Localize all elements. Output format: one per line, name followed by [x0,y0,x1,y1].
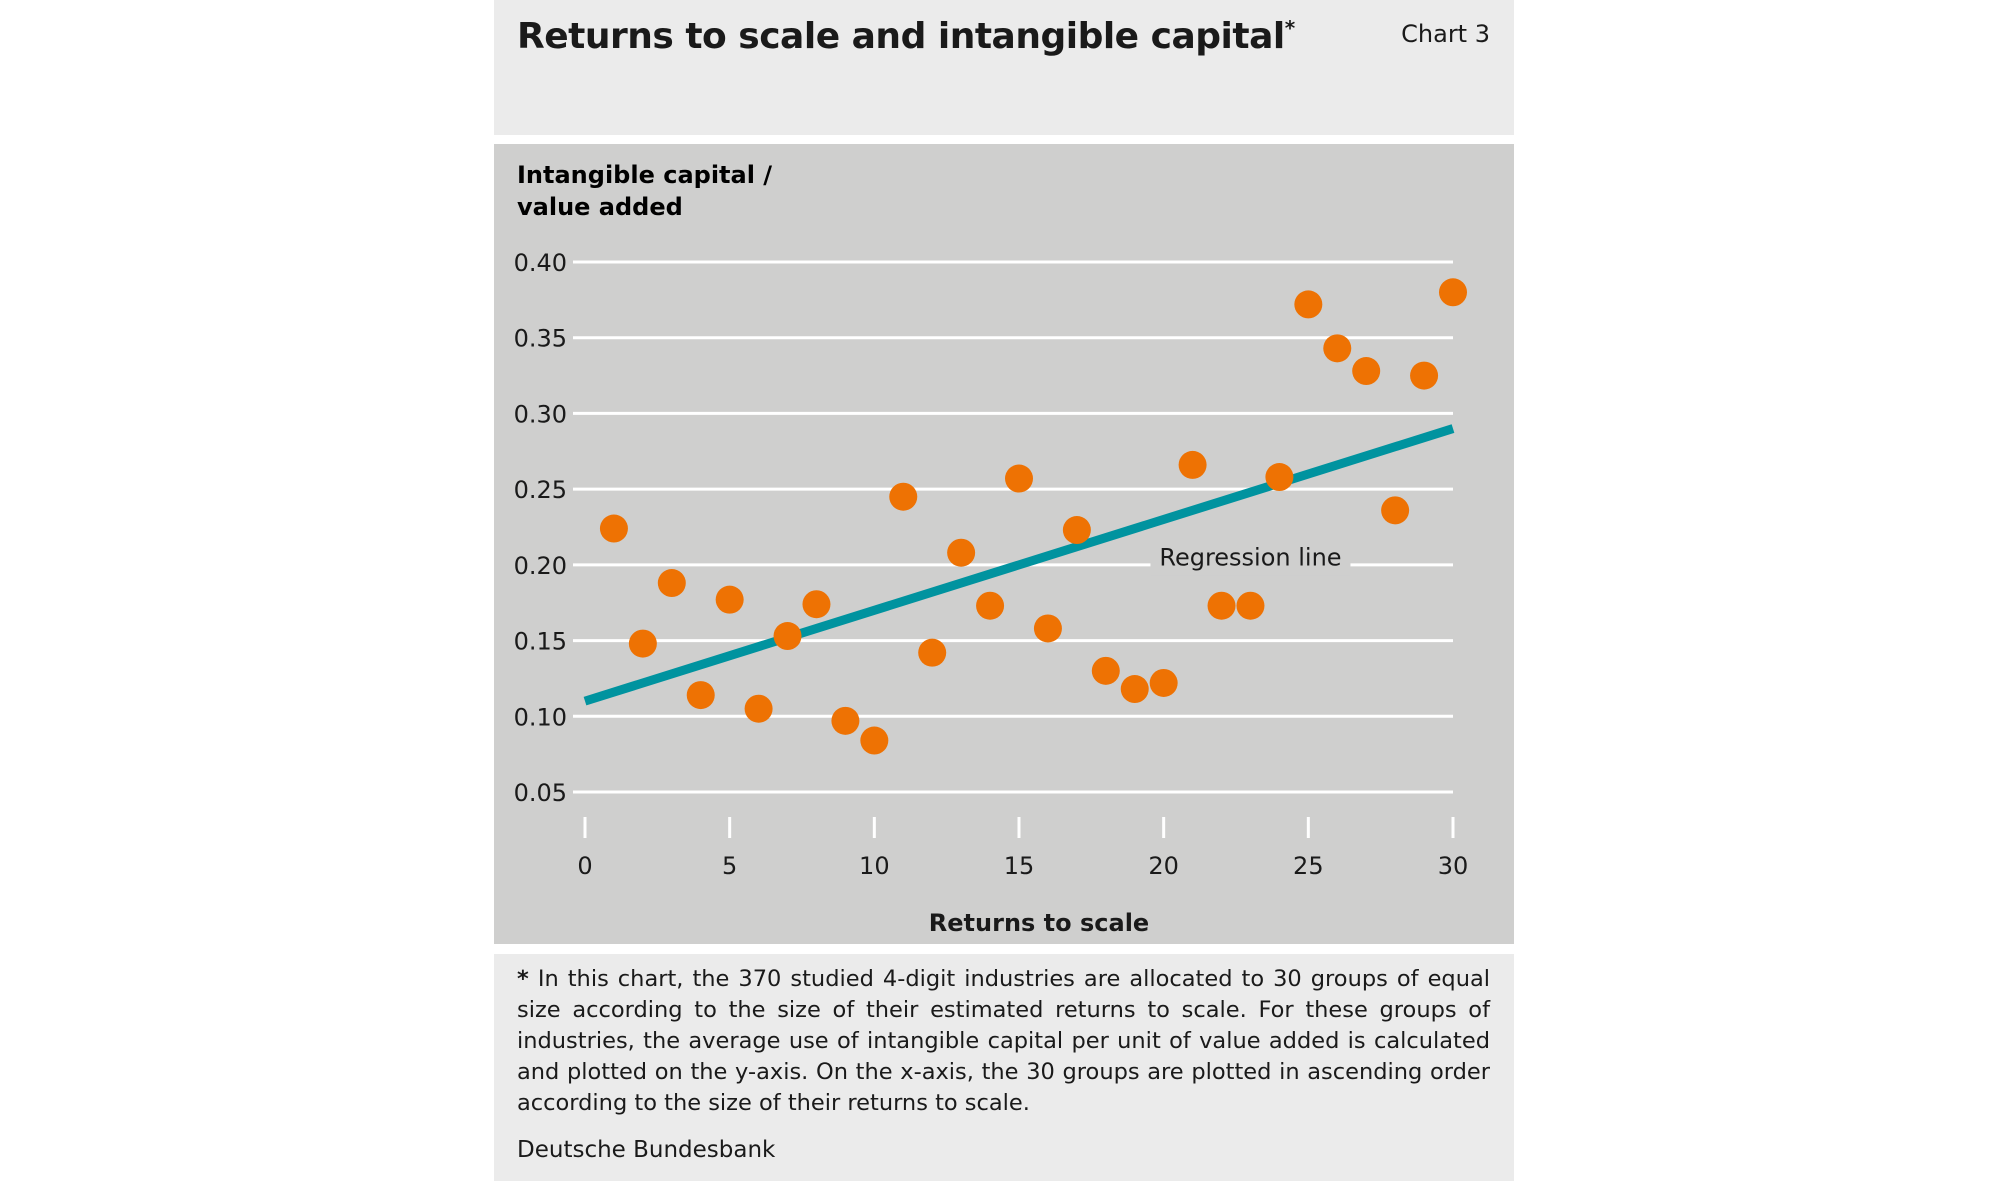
data-point [1178,450,1207,479]
data-point [1294,290,1323,319]
data-point [947,538,976,567]
x-tick-label: 20 [1148,852,1179,880]
data-point [1005,464,1033,493]
data-point [1410,361,1439,390]
x-tick-label: 0 [577,852,592,880]
source: Deutsche Bundesbank [517,1137,776,1163]
data-point [1062,516,1091,545]
x-axis-ticks: 0 5 10 15 20 25 30 [577,817,1468,880]
data-points [599,278,1467,755]
data-point [1352,357,1381,386]
x-axis-title: Returns to scale [929,909,1149,937]
y-tick-label: 0.25 [514,476,567,504]
data-point [715,585,744,614]
data-point [976,591,1005,620]
plot-area: Intangible capital / value added 0.05 0.1… [494,144,1514,944]
data-point [657,569,686,598]
data-point [1091,656,1120,685]
data-point [918,638,947,667]
data-point [1033,614,1062,643]
x-tick-label: 25 [1293,852,1324,880]
data-point [628,629,657,658]
regression: Regression line [583,424,1455,706]
data-point [1207,591,1236,620]
y-tick-label: 0.05 [514,779,567,807]
data-point [1120,675,1149,704]
data-point [831,706,860,735]
x-tick-label: 30 [1438,852,1469,880]
regression-label: Regression line [1159,543,1341,571]
y-tick-label: 0.10 [514,703,567,731]
data-point [744,694,773,723]
footnote-text: In this chart, the 370 studied 4-digit i… [517,966,1490,1116]
footnote: * In this chart, the 370 studied 4-digit… [517,964,1490,1119]
data-point [686,681,715,710]
data-point [1265,463,1294,492]
y-axis-ticks: 0.05 0.10 0.15 0.20 0.25 0.30 0.35 0.40 [514,249,567,807]
x-tick-label: 10 [859,852,890,880]
chart-header: Returns to scale and intangible capital*… [494,0,1514,135]
footnote-marker: * [517,966,529,992]
regression-label-background [1150,535,1351,576]
data-point [860,726,889,755]
data-point [1149,668,1178,697]
data-point [802,590,831,619]
chart-title: Returns to scale and intangible capital* [517,16,1295,57]
y-tick-label: 0.30 [514,400,567,428]
gridlines [573,260,1453,794]
y-axis-title-line-2: value added [517,193,683,221]
x-tick-label: 5 [722,852,737,880]
regression-line [583,424,1455,706]
data-point [1323,334,1352,363]
x-tick-label: 15 [1004,852,1035,880]
data-point [1381,496,1410,525]
y-tick-label: 0.35 [514,325,567,353]
y-tick-label: 0.20 [514,552,567,580]
data-point [1439,278,1467,307]
y-axis-title-line-1: Intangible capital / [517,161,772,189]
data-point [773,622,802,651]
y-tick-label: 0.15 [514,628,567,656]
y-tick-label: 0.40 [514,249,567,277]
data-point [599,514,628,543]
data-point [889,482,918,511]
scatter-chart: Intangible capital / value added 0.05 0.1… [514,161,1469,937]
data-point [1236,591,1265,620]
notes-panel: * In this chart, the 370 studied 4-digit… [494,954,1514,1181]
chart-number: Chart 3 [1401,20,1490,48]
